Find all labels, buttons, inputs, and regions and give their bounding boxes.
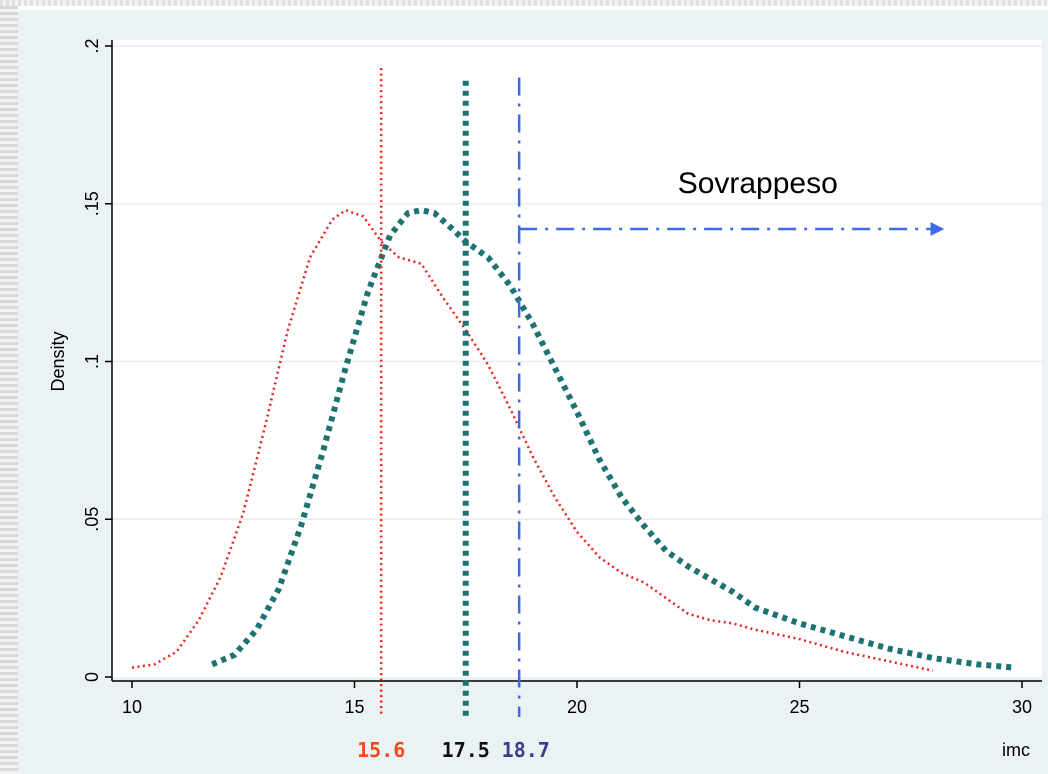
density-series-line-1 bbox=[210, 207, 1014, 671]
density-chart: 0 .05 .1 .15 .2 10 15 20 25 30 Density imc 15.6 17.5 1… bbox=[48, 38, 1042, 762]
x-tick-label-0: 10 bbox=[122, 697, 142, 717]
y-axis-title: Density bbox=[48, 331, 68, 391]
y-tick-label-3: .15 bbox=[82, 191, 102, 216]
plot-background bbox=[112, 40, 1042, 677]
y-tick-label-1: .05 bbox=[82, 507, 102, 532]
annotation-label: Sovrappeso bbox=[678, 167, 838, 200]
x-axis-title: imc bbox=[1002, 740, 1030, 760]
x-tick-label-1: 15 bbox=[344, 697, 364, 717]
y-tick-label-4: .2 bbox=[82, 38, 102, 53]
vline-label-2: 18.7 bbox=[502, 738, 550, 762]
x-tick-label-4: 30 bbox=[1012, 697, 1032, 717]
y-tick-label-2: .1 bbox=[82, 354, 102, 369]
density-series-line-0 bbox=[131, 208, 934, 672]
vline-label-1: 17.5 bbox=[442, 738, 490, 762]
slide-edge-stripe bbox=[0, 0, 18, 774]
x-tick-label-3: 25 bbox=[789, 697, 809, 717]
chart-area: 0 .05 .1 .15 .2 10 15 20 25 30 Density imc 15.6 17.5 1… bbox=[18, 10, 1048, 774]
vline-label-0: 15.6 bbox=[357, 738, 405, 762]
slide-top-border bbox=[0, 0, 1048, 6]
x-tick-label-2: 20 bbox=[567, 697, 587, 717]
y-tick-label-0: 0 bbox=[82, 672, 102, 682]
